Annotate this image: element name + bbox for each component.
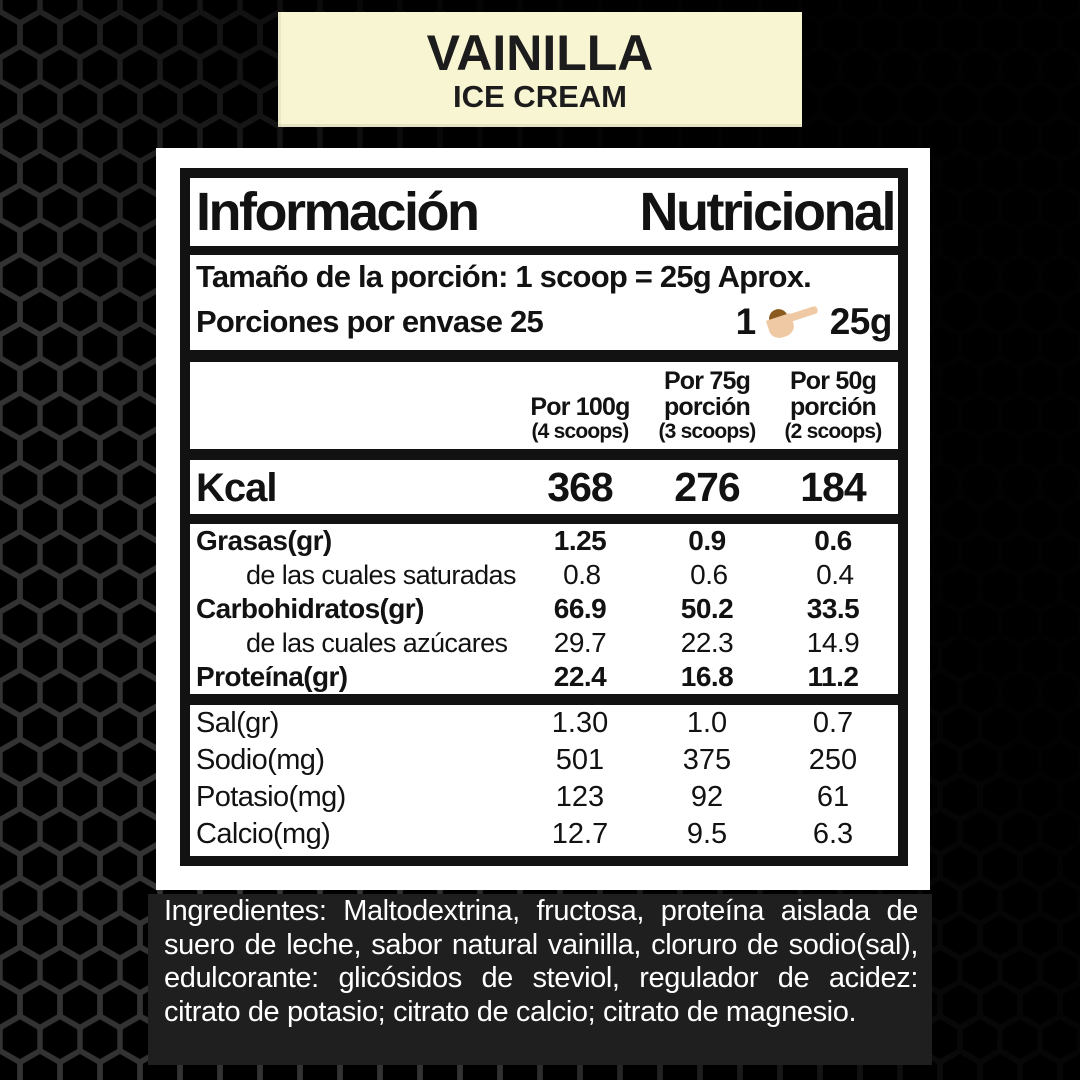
table-row-protein: Proteína(gr) 22.4 16.8 11.2 [196, 661, 859, 692]
scoop-count: 1 [735, 301, 757, 342]
section-divider [190, 514, 898, 524]
section-divider [190, 694, 898, 705]
column-header-50g: Por 50g porción (2 scoops) [784, 367, 882, 443]
column-header-row: Por 100g (4 scoops) Por 75g porción (3 s… [190, 362, 898, 449]
serving-size-line: Tamaño de la porción: 1 scoop = 25g Apro… [196, 259, 812, 294]
energy-row: Kcal 368 276 184 [196, 464, 867, 510]
table-row-potassium: Potasio(mg) 123 92 61 [196, 781, 850, 813]
table-row-sodium: Sodio(mg) 501 375 250 [196, 744, 858, 776]
nutrition-facts-panel: Información Nutricional Tamaño de la por… [156, 148, 930, 890]
flavor-title: VAINILLA [426, 24, 654, 81]
scoop-equivalence: 1 25g [735, 301, 893, 343]
table-row-sugars: de las cuales azúcares 29.7 22.3 14.9 [246, 627, 860, 658]
scoop-icon [765, 306, 818, 338]
panel-title: Información Nutricional [190, 180, 898, 255]
table-row-carbohydrates: Carbohidratos(gr) 66.9 50.2 33.5 [196, 593, 860, 624]
flavor-banner: VAINILLA ICE CREAM [278, 12, 802, 127]
servings-per-container: Porciones por envase 25 [196, 304, 544, 339]
table-row-magnesium: Magnesio(mg) 2.4 1.8 1.2 [190, 853, 898, 856]
servings-row: Porciones por envase 25 1 25g [190, 296, 898, 350]
table-row-fat: Grasas(gr) 1.25 0.9 0.6 [196, 525, 852, 556]
table-row-salt: Sal(gr) 1.30 1.0 0.7 [196, 707, 854, 739]
nutrition-facts-border-box: Información Nutricional Tamaño de la por… [180, 168, 908, 866]
column-header-75g: Por 75g porción (3 scoops) [658, 367, 756, 443]
column-header-100g: Por 100g (4 scoops) [530, 393, 630, 443]
section-divider [190, 350, 898, 362]
section-divider [190, 449, 898, 460]
ingredients-text: Ingredientes: Maltodextrina, fructosa, p… [148, 894, 932, 1065]
scoop-weight: 25g [829, 301, 893, 342]
flavor-subtitle: ICE CREAM [453, 78, 627, 114]
table-row-saturated-fat: de las cuales saturadas 0.8 0.6 0.4 [246, 559, 854, 590]
table-row-calcium: Calcio(mg) 12.7 9.5 6.3 [196, 818, 854, 850]
